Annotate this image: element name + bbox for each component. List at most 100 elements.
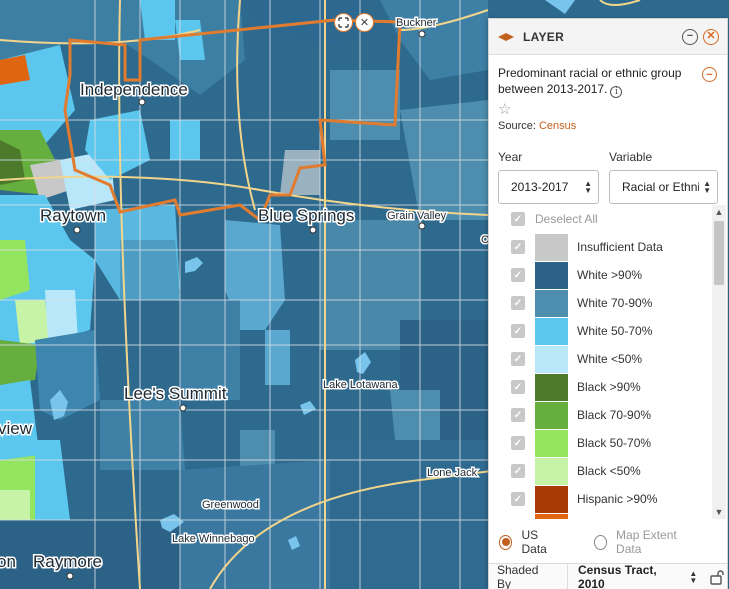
shaded-by-label: Shaded By <box>497 563 539 589</box>
tract <box>15 300 50 345</box>
tract <box>0 380 40 470</box>
legend-row[interactable]: ✓ Black 50-70% <box>498 429 710 457</box>
scroll-up-icon[interactable]: ▲ <box>714 207 724 217</box>
legend-swatch <box>535 289 568 317</box>
minimize-icon[interactable]: − <box>682 28 698 45</box>
checkbox[interactable]: ✓ <box>511 436 525 450</box>
lake <box>355 352 371 374</box>
checkbox[interactable]: ✓ <box>511 464 525 478</box>
legend-label: Black <50% <box>577 464 641 478</box>
legend-label: White 50-70% <box>577 324 653 338</box>
legend-swatch <box>535 373 568 401</box>
move-arrows-icon[interactable] <box>334 13 353 32</box>
tract <box>320 220 420 350</box>
city-label-view: view <box>0 419 33 438</box>
scroll-down-icon[interactable]: ▼ <box>714 507 724 517</box>
tract <box>0 140 25 185</box>
map-labels: Independence Raytown Blue Springs Lee's … <box>0 16 492 573</box>
map-extent-radio[interactable] <box>593 534 608 550</box>
city-label-lone-jack: Lone Jack <box>427 467 478 479</box>
scroll-thumb[interactable] <box>714 221 724 285</box>
deselect-all-label[interactable]: Deselect All <box>535 212 598 226</box>
legend-swatch <box>535 233 568 261</box>
checkbox[interactable]: ✓ <box>511 492 525 506</box>
tract <box>170 120 200 160</box>
checkbox[interactable]: ✓ <box>511 408 525 422</box>
checkbox[interactable]: ✓ <box>511 268 525 282</box>
legend-row[interactable]: ✓ Hispanic >90% <box>498 485 710 513</box>
year-selector-col: Year 2013-2017 ▲ ▼ <box>498 150 599 204</box>
selectors: Year 2013-2017 ▲ ▼ Variable Racial or Eth… <box>489 132 727 204</box>
tract <box>0 55 30 85</box>
legend-label: Black 50-70% <box>577 436 652 450</box>
legend-row[interactable]: ✓ White >90% <box>498 261 710 289</box>
tract <box>30 160 70 200</box>
info-icon[interactable]: i <box>610 86 623 98</box>
tract <box>35 330 100 420</box>
legend-row[interactable]: ✓ <box>498 513 710 519</box>
checkbox[interactable]: ✓ <box>511 212 525 226</box>
tract <box>330 440 488 589</box>
city-label-lake-lotawana: Lake Lotawana <box>323 379 398 391</box>
legend-swatch <box>535 345 568 373</box>
legend-scrollbar[interactable]: ▲ ▼ <box>712 205 726 519</box>
checkbox[interactable]: ✓ <box>511 380 525 394</box>
checkbox[interactable]: ✓ <box>511 296 525 310</box>
legend-row[interactable]: ✓ Black 70-90% <box>498 401 710 429</box>
panel-header: LAYER − ✕ <box>489 19 727 55</box>
city-label-lees-summit: Lee's Summit <box>124 384 227 403</box>
tract <box>330 70 400 140</box>
tract <box>120 240 180 300</box>
legend-label: Hispanic >90% <box>577 492 658 506</box>
tract <box>0 240 30 300</box>
us-data-radio[interactable] <box>499 534 513 550</box>
legend-swatch <box>535 317 568 345</box>
checkbox[interactable]: ✓ <box>511 324 525 338</box>
tract <box>45 290 78 340</box>
year-select[interactable]: 2013-2017 ▲ ▼ <box>498 170 599 204</box>
source-link[interactable]: Census <box>538 120 577 132</box>
legend-label: White 70-90% <box>577 296 653 310</box>
checkbox[interactable]: ✓ <box>511 352 525 366</box>
tract <box>140 0 175 40</box>
year-label: Year <box>498 150 523 164</box>
year-value: 2013-2017 <box>511 180 569 194</box>
legend-row[interactable]: ✓ White 70-90% <box>498 289 710 317</box>
legend-row[interactable]: ✓ Black <50% <box>498 457 710 485</box>
favorite-star-icon[interactable]: ☆ <box>498 101 512 118</box>
variable-select[interactable]: Racial or Ethnic ▲ ▼ <box>609 170 718 204</box>
legend-row[interactable]: ✓ Black >90% <box>498 373 710 401</box>
legend-row[interactable]: ✓ White <50% <box>498 345 710 373</box>
legend-label: Insufficient Data <box>577 240 663 254</box>
city-label-on: on <box>0 552 16 571</box>
tract <box>380 0 488 80</box>
select-arrows-icon: ▲ ▼ <box>689 569 698 585</box>
close-icon[interactable]: ✕ <box>355 13 374 32</box>
collapse-icon[interactable]: − <box>702 67 717 82</box>
lakes <box>50 0 575 550</box>
legend-label: White <50% <box>577 352 643 366</box>
lake <box>288 536 300 550</box>
city-label-independence: Independence <box>80 80 188 99</box>
close-panel-icon[interactable]: ✕ <box>703 28 719 45</box>
unlock-icon[interactable] <box>707 567 727 587</box>
city-label-raymore: Raymore <box>33 552 102 571</box>
layer-panel: LAYER − ✕ Predominant racial or ethnic g… <box>488 18 728 589</box>
us-data-label[interactable]: US Data <box>521 528 547 556</box>
shaded-by-select[interactable]: Census Tract, 2010 ▲ ▼ <box>567 563 698 589</box>
tract <box>0 490 30 520</box>
lake <box>185 257 203 273</box>
lake <box>300 401 316 415</box>
lake <box>545 0 575 14</box>
tract <box>85 110 150 180</box>
city-label-raytown: Raytown <box>40 206 106 225</box>
legend-row[interactable]: ✓ White 50-70% <box>498 317 710 345</box>
city-boundary <box>63 18 402 223</box>
map-extent-label[interactable]: Map Extent Data <box>616 528 677 556</box>
layer-icon <box>498 32 514 41</box>
shaded-by-value: Census Tract, 2010 <box>578 563 657 589</box>
tract <box>265 330 290 385</box>
checkbox[interactable]: ✓ <box>511 240 525 254</box>
deselect-all-row[interactable]: ✓ Deselect All <box>498 205 710 233</box>
legend-row[interactable]: ✓ Insufficient Data <box>498 233 710 261</box>
